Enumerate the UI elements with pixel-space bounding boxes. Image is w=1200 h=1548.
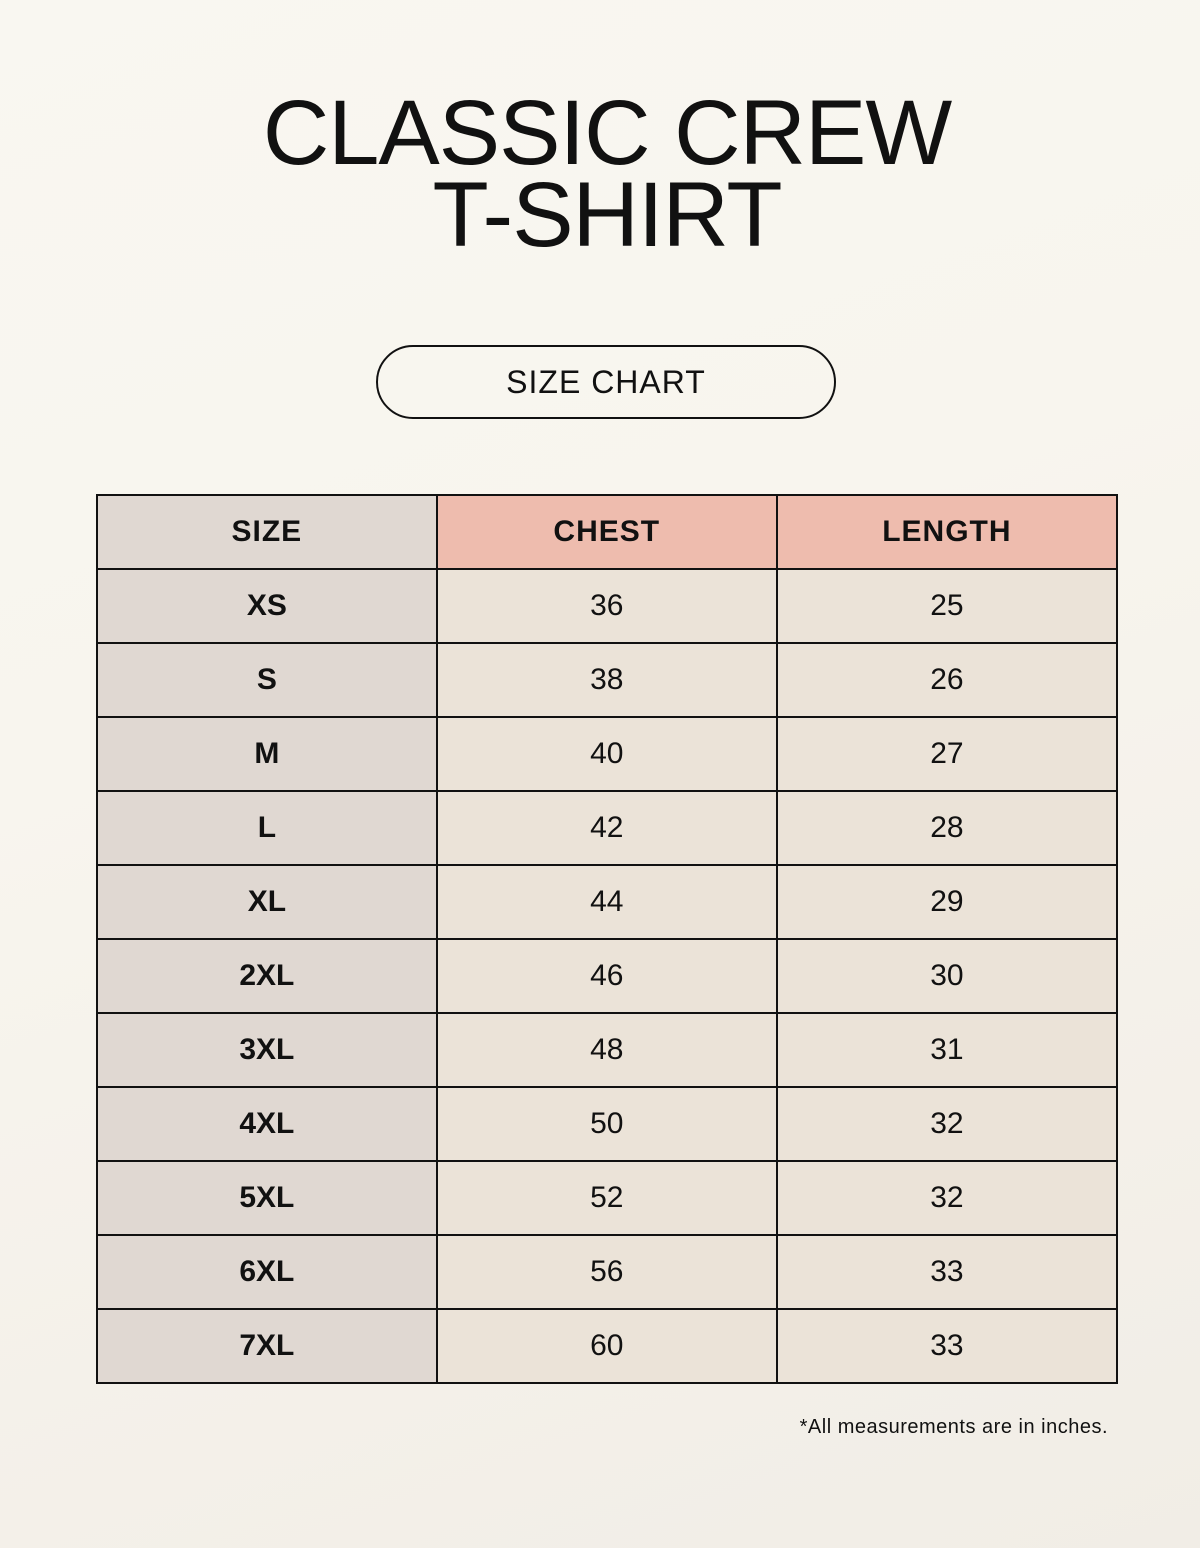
cell-size: XS bbox=[96, 568, 438, 644]
table-row: 5XL 52 32 bbox=[96, 1160, 1119, 1236]
header-size: SIZE bbox=[96, 494, 438, 570]
cell-length: 32 bbox=[775, 1086, 1119, 1162]
cell-length: 33 bbox=[775, 1234, 1119, 1310]
cell-size: L bbox=[96, 790, 438, 866]
cell-length: 32 bbox=[775, 1160, 1119, 1236]
cell-length: 25 bbox=[775, 568, 1119, 644]
cell-chest: 38 bbox=[435, 642, 778, 718]
cell-chest: 50 bbox=[435, 1086, 778, 1162]
cell-chest: 42 bbox=[435, 790, 778, 866]
cell-size: 3XL bbox=[96, 1012, 438, 1088]
cell-size: 5XL bbox=[96, 1160, 438, 1236]
cell-length: 28 bbox=[775, 790, 1119, 866]
table-row: M 40 27 bbox=[96, 716, 1119, 792]
size-table: SIZE CHEST LENGTH XS 36 25 S 38 26 M 40 27 L 42 28 X… bbox=[96, 494, 1119, 1384]
cell-size: 4XL bbox=[96, 1086, 438, 1162]
table-row: 7XL 60 33 bbox=[96, 1308, 1119, 1384]
header-chest: CHEST bbox=[435, 494, 778, 570]
title-line-2: T-SHIRT bbox=[432, 164, 782, 266]
cell-chest: 46 bbox=[435, 938, 778, 1014]
cell-size: XL bbox=[96, 864, 438, 940]
footnote: *All measurements are in inches. bbox=[799, 1416, 1108, 1438]
cell-size: 2XL bbox=[96, 938, 438, 1014]
cell-size: S bbox=[96, 642, 438, 718]
cell-chest: 36 bbox=[435, 568, 778, 644]
table-row: XS 36 25 bbox=[96, 568, 1119, 644]
cell-chest: 60 bbox=[435, 1308, 778, 1384]
size-chart-badge: SIZE CHART bbox=[376, 345, 836, 419]
cell-chest: 44 bbox=[435, 864, 778, 940]
table-row: 6XL 56 33 bbox=[96, 1234, 1119, 1310]
cell-length: 31 bbox=[775, 1012, 1119, 1088]
cell-size: M bbox=[96, 716, 438, 792]
cell-chest: 56 bbox=[435, 1234, 778, 1310]
cell-length: 26 bbox=[775, 642, 1119, 718]
table-row: L 42 28 bbox=[96, 790, 1119, 866]
table-header-row: SIZE CHEST LENGTH bbox=[96, 494, 1119, 570]
cell-chest: 48 bbox=[435, 1012, 778, 1088]
cell-length: 33 bbox=[775, 1308, 1119, 1384]
cell-chest: 52 bbox=[435, 1160, 778, 1236]
table-row: XL 44 29 bbox=[96, 864, 1119, 940]
cell-length: 30 bbox=[775, 938, 1119, 1014]
page-title: CLASSIC CREW T-SHIRT bbox=[0, 87, 1200, 261]
table-row: 4XL 50 32 bbox=[96, 1086, 1119, 1162]
table-row: 2XL 46 30 bbox=[96, 938, 1119, 1014]
title-line-1: CLASSIC CREW bbox=[262, 82, 952, 184]
table-row: 3XL 48 31 bbox=[96, 1012, 1119, 1088]
cell-size: 7XL bbox=[96, 1308, 438, 1384]
header-length: LENGTH bbox=[775, 494, 1119, 570]
cell-length: 29 bbox=[775, 864, 1119, 940]
cell-length: 27 bbox=[775, 716, 1119, 792]
table-row: S 38 26 bbox=[96, 642, 1119, 718]
cell-size: 6XL bbox=[96, 1234, 438, 1310]
cell-chest: 40 bbox=[435, 716, 778, 792]
